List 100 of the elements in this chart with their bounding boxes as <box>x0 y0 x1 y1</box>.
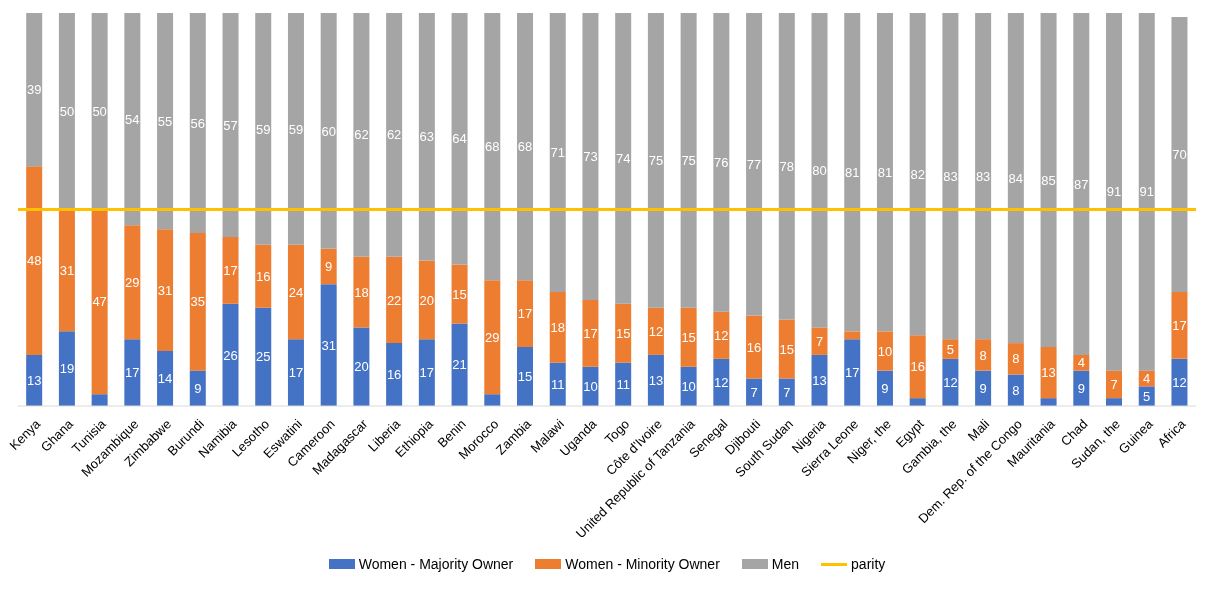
bar <box>746 315 763 379</box>
data-label: 68 <box>485 139 500 155</box>
bar <box>91 13 108 210</box>
data-label: 77 <box>746 156 762 172</box>
bar <box>353 13 370 257</box>
bar <box>1138 13 1155 371</box>
bar <box>909 13 926 336</box>
bar <box>451 264 468 324</box>
data-label: 15 <box>517 369 533 385</box>
bar <box>615 13 632 304</box>
bar <box>778 378 795 406</box>
bar <box>811 327 828 355</box>
bar <box>713 311 730 359</box>
data-label: 17 <box>125 365 140 381</box>
data-label: 62 <box>386 127 402 143</box>
data-label: 87 <box>1074 176 1089 192</box>
data-label: 7 <box>1110 377 1118 392</box>
bar <box>91 394 108 406</box>
data-label: 50 <box>92 103 107 119</box>
data-label: 91 <box>1139 184 1154 200</box>
data-label: 29 <box>485 329 500 345</box>
bar <box>418 13 435 261</box>
data-label: 83 <box>943 168 958 184</box>
data-label: 13 <box>648 373 664 389</box>
data-label: 15 <box>681 329 696 345</box>
data-label: 35 <box>190 294 206 310</box>
data-label: 11 <box>550 377 565 392</box>
data-label: 62 <box>354 127 369 143</box>
bar <box>418 260 435 340</box>
bar <box>124 339 141 406</box>
data-label: 15 <box>615 325 631 341</box>
bar <box>157 350 174 406</box>
bar <box>1040 347 1057 399</box>
bar <box>517 13 534 281</box>
bar <box>647 13 664 308</box>
data-label: 20 <box>419 292 435 308</box>
data-label: 60 <box>321 123 336 139</box>
data-label: 8 <box>979 347 987 363</box>
data-label: 8 <box>1012 382 1020 398</box>
bar <box>844 331 861 340</box>
bar <box>517 347 534 406</box>
data-label: 10 <box>681 378 696 394</box>
data-label: 29 <box>125 274 140 290</box>
data-label: 12 <box>714 375 729 391</box>
data-label: 26 <box>223 347 238 363</box>
data-label: 17 <box>223 263 238 279</box>
data-label: 31 <box>321 337 336 353</box>
bar <box>942 13 959 340</box>
bar <box>91 209 108 395</box>
data-label: 17 <box>845 365 860 381</box>
data-label: 75 <box>681 152 696 168</box>
bar <box>778 319 795 379</box>
data-label: 25 <box>256 349 271 365</box>
bar <box>844 13 861 332</box>
data-label: 47 <box>92 294 107 310</box>
bar <box>451 13 468 265</box>
bar <box>189 233 206 371</box>
data-label: 18 <box>354 284 369 300</box>
bar <box>1007 13 1024 344</box>
data-label: 76 <box>714 154 729 170</box>
data-label: 17 <box>419 365 435 381</box>
data-label: 4 <box>1077 355 1085 371</box>
data-label: 17 <box>583 325 598 341</box>
data-label: 11 <box>616 377 630 392</box>
data-label: 68 <box>517 139 533 155</box>
bar <box>1007 343 1024 375</box>
bar <box>549 13 566 293</box>
bar <box>1040 13 1057 348</box>
data-label: 13 <box>26 373 42 389</box>
data-label: 12 <box>714 327 729 343</box>
bar <box>876 13 893 332</box>
data-label: 48 <box>26 253 42 269</box>
data-label: 9 <box>881 380 889 396</box>
bar <box>975 339 992 371</box>
bar <box>320 13 337 249</box>
bar <box>157 13 174 230</box>
bar <box>517 280 534 348</box>
data-label: 81 <box>877 164 893 180</box>
data-label: 17 <box>288 365 304 381</box>
data-label: 19 <box>59 361 75 377</box>
data-label: 31 <box>59 263 75 279</box>
legend-label: Women - Minority Owner <box>565 556 720 572</box>
bar <box>124 225 141 340</box>
data-label: 9 <box>1077 380 1085 396</box>
data-label: 12 <box>943 375 958 391</box>
legend-label: Women - Majority Owner <box>358 556 514 572</box>
data-label: 14 <box>157 371 173 387</box>
data-label: 13 <box>812 373 827 389</box>
bar <box>484 280 501 395</box>
data-label: 56 <box>190 115 206 131</box>
data-label: 12 <box>648 323 664 339</box>
data-label: 70 <box>1172 147 1187 163</box>
bar <box>1171 16 1188 293</box>
data-label: 50 <box>59 103 75 119</box>
data-label: 17 <box>1172 318 1187 334</box>
data-label: 13 <box>1041 365 1056 381</box>
bar <box>386 256 403 344</box>
data-label: 81 <box>845 164 860 180</box>
bar <box>680 307 697 367</box>
data-label: 16 <box>746 339 762 355</box>
